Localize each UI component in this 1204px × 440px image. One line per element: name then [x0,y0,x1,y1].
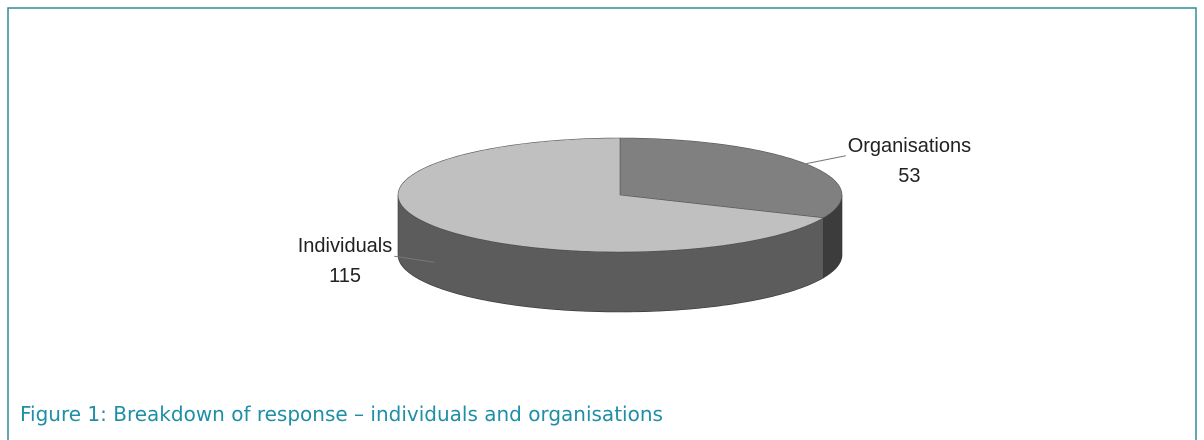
pie: Organisations 53 Individuals 115 [298,135,971,313]
value-label: 53 [898,165,920,187]
leader-line [394,255,435,263]
slice-label: Organisations [848,135,971,157]
pie-slice [619,137,843,219]
pie-slice [397,137,825,253]
caption: Figure 1: Breakdown of response – indivi… [20,402,663,426]
leader-line [805,155,846,165]
slice-label: Individuals [298,235,393,257]
value-label: 115 [329,265,361,287]
